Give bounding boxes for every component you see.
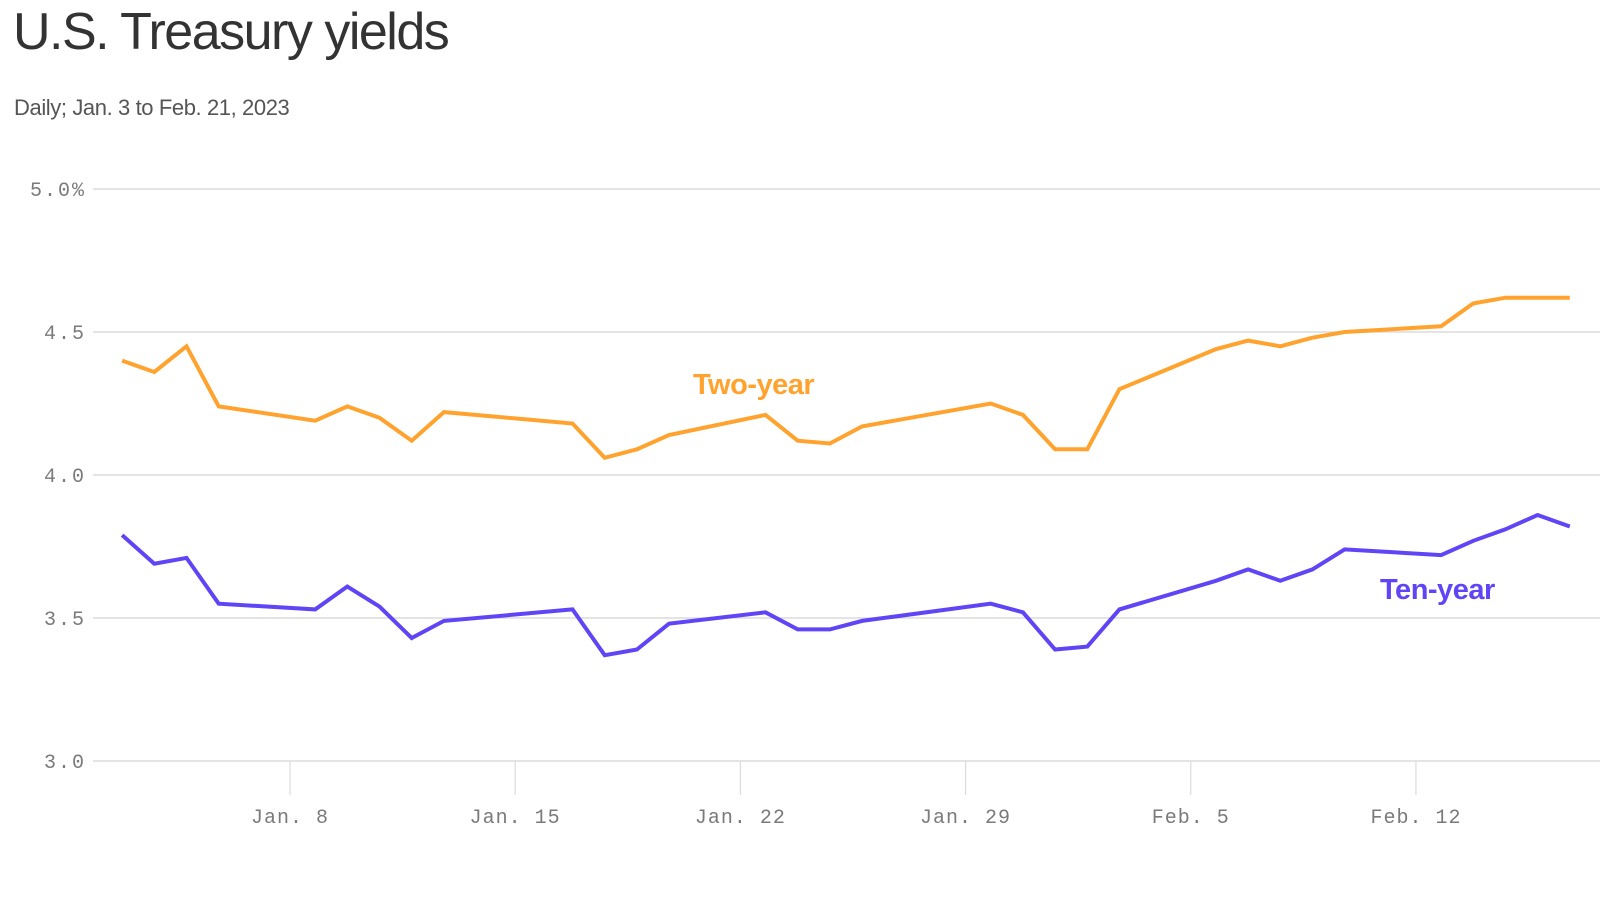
y-tick-label: 3.0 [44, 752, 86, 775]
y-tick-label: 3.5 [44, 609, 86, 632]
x-axis-labels: Jan. 8 Jan. 15 Jan. 22 Jan. 29 Feb. 5 Feb. 12 [251, 807, 1461, 830]
x-tick-label: Feb. 12 [1370, 807, 1461, 830]
x-tick-label: Jan. 15 [470, 807, 561, 830]
x-tick-label: Feb. 5 [1152, 807, 1230, 830]
two-year-label: Two-year [693, 369, 814, 401]
series-lines [120, 295, 1571, 658]
series-labels: Two-year Ten-year [693, 369, 1495, 606]
x-tick-label: Jan. 8 [251, 807, 329, 830]
ten-year-label: Ten-year [1380, 574, 1495, 606]
x-tick-label: Jan. 29 [920, 807, 1011, 830]
y-tick-label: 4.0 [44, 466, 86, 489]
y-tick-label: 4.5 [44, 323, 86, 346]
x-tick-label: Jan. 22 [695, 807, 786, 830]
chart-title: U.S. Treasury yields [13, 3, 450, 61]
chart-subtitle: Daily; Jan. 3 to Feb. 21, 2023 [14, 95, 290, 120]
y-axis-labels: 5.0% 4.5 4.0 3.5 3.0 [30, 180, 86, 775]
y-tick-label: 5.0% [30, 180, 86, 203]
two-year-line [121, 295, 1570, 461]
y-gridlines [93, 188, 1600, 762]
x-axis-ticks [289, 761, 1417, 795]
ten-year-line [120, 512, 1571, 658]
